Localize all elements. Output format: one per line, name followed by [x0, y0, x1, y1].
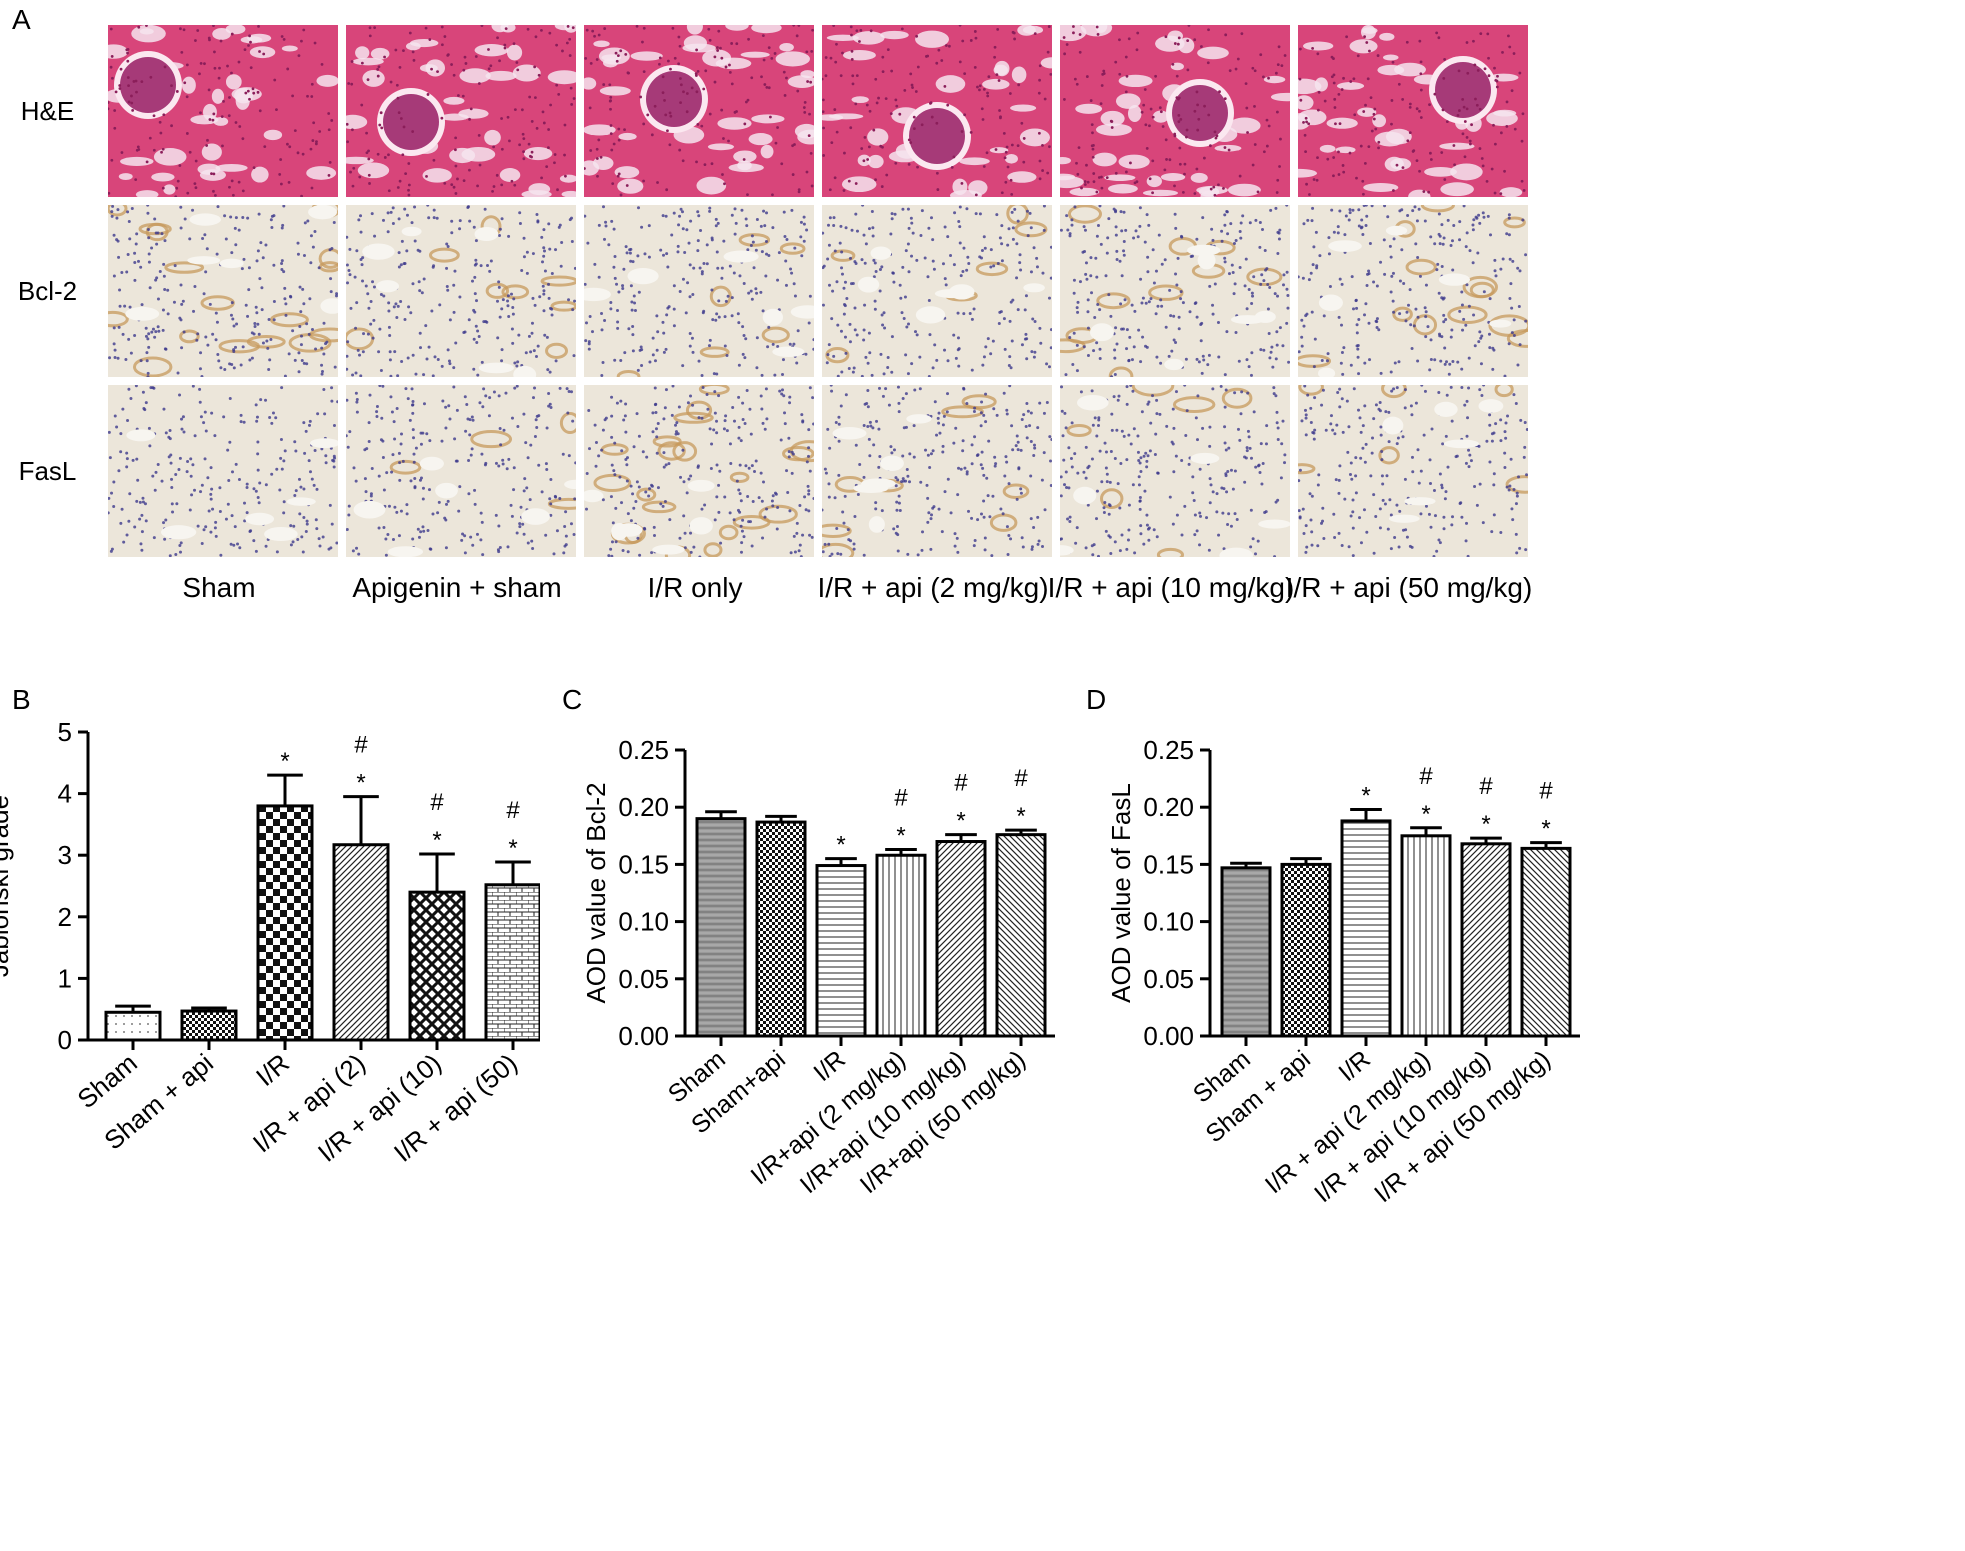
micrograph-r0-c0 — [108, 25, 338, 197]
y-tick-label: 0.25 — [1143, 735, 1194, 765]
micrograph-r2-c1 — [346, 385, 576, 557]
significance-mark: * — [432, 827, 441, 854]
micrograph-r2-c5 — [1298, 385, 1528, 557]
y-tick-label: 0.10 — [618, 907, 669, 937]
bar-0 — [104, 1010, 162, 1042]
bar-2 — [256, 804, 314, 1042]
significance-mark: * — [1541, 816, 1550, 843]
micrograph-r1-c4 — [1060, 205, 1290, 377]
bar-3 — [1400, 834, 1452, 1038]
significance-mark: # — [954, 770, 968, 797]
bar-4 — [408, 890, 466, 1042]
significance-mark: # — [506, 797, 520, 824]
micrograph-r0-c5 — [1298, 25, 1528, 197]
micrograph-r1-c5 — [1298, 205, 1528, 377]
significance-mark: # — [1539, 778, 1553, 805]
x-category-label: I/R — [1333, 1045, 1375, 1087]
significance-mark: * — [508, 835, 517, 862]
y-tick-label: 1 — [58, 963, 72, 993]
bar-4 — [935, 840, 987, 1038]
chart-c: AOD value of Bcl-20.00 0.05 0.10 0.15 0.20 0.… — [581, 735, 1055, 1199]
micrograph-r0-c3 — [822, 25, 1052, 197]
bar-4 — [1460, 842, 1512, 1038]
x-category-label: I/R — [808, 1045, 850, 1087]
y-axis-title: Jablonski grade — [0, 795, 14, 977]
panel-a-letter: A — [12, 4, 31, 35]
y-tick-label: 0.05 — [1143, 964, 1194, 994]
y-tick-label: 4 — [58, 779, 72, 809]
y-tick-label: 3 — [58, 840, 72, 870]
bar-1 — [755, 820, 807, 1038]
significance-mark: * — [896, 823, 905, 850]
significance-mark: * — [1421, 801, 1430, 828]
y-tick-label: 2 — [58, 902, 72, 932]
col-label-ir-api-2: I/R + api (2 mg/kg) — [817, 572, 1049, 603]
panel-d-letter: D — [1086, 684, 1107, 715]
micrograph-r2-c4 — [1060, 385, 1290, 557]
y-tick-label: 5 — [58, 717, 72, 747]
col-label-apigenin-sham: Apigenin + sham — [352, 572, 562, 603]
y-tick-label: 0.05 — [618, 964, 669, 994]
significance-mark: * — [356, 770, 365, 797]
bar-2 — [1340, 819, 1392, 1038]
y-tick-label: 0.00 — [1143, 1021, 1194, 1051]
bar-0 — [695, 817, 747, 1038]
bar-2 — [815, 864, 867, 1038]
bar-5 — [995, 833, 1047, 1038]
bar-1 — [1280, 862, 1332, 1038]
significance-mark: # — [1419, 763, 1433, 790]
bar-5 — [1520, 846, 1572, 1038]
col-label-ir-api-50: I/R + api (50 mg/kg) — [1285, 572, 1533, 603]
micrograph-r0-c1 — [346, 25, 576, 197]
significance-mark: # — [430, 789, 444, 816]
row-label-bcl2: Bcl-2 — [17, 276, 78, 306]
micrograph-r1-c0 — [108, 205, 338, 377]
micrograph-r0-c4 — [1060, 25, 1290, 197]
panel-b-letter: B — [12, 684, 31, 715]
micrograph-r2-c0 — [108, 385, 338, 557]
col-label-sham: Sham — [182, 572, 256, 603]
significance-mark: # — [354, 732, 368, 759]
significance-mark: * — [1016, 803, 1025, 830]
micrograph-r0-c2 — [584, 25, 814, 197]
y-tick-label: 0.20 — [1143, 792, 1194, 822]
significance-mark: * — [956, 808, 965, 835]
y-axis-title: AOD value of Bcl-2 — [581, 782, 611, 1003]
row-label-he: H&E — [20, 96, 75, 126]
y-tick-label: 0.15 — [618, 849, 669, 879]
micrograph-r1-c2 — [584, 205, 814, 377]
bar-3 — [332, 843, 390, 1042]
bar-1 — [180, 1009, 238, 1042]
col-label-ir-api-10: I/R + api (10 mg/kg) — [1047, 572, 1295, 603]
y-tick-label: 0.25 — [618, 735, 669, 765]
y-tick-label: 0.10 — [1143, 907, 1194, 937]
micrograph-r2-c2 — [584, 385, 814, 557]
col-label-ir-only: I/R only — [647, 572, 743, 603]
significance-mark: # — [1014, 765, 1028, 792]
x-category-label: I/R — [250, 1048, 295, 1092]
panel-c-letter: C — [562, 684, 583, 715]
significance-mark: * — [1361, 782, 1370, 809]
micrograph-r1-c3 — [822, 205, 1052, 377]
significance-mark: * — [836, 832, 845, 859]
y-tick-label: 0.20 — [618, 792, 669, 822]
significance-mark: # — [894, 785, 908, 812]
row-label-fasl: FasL — [18, 456, 77, 486]
bar-3 — [875, 853, 927, 1038]
bar-0 — [1220, 866, 1272, 1038]
significance-mark: * — [1481, 811, 1490, 838]
micrograph-r2-c3 — [822, 385, 1052, 557]
significance-mark: # — [1479, 773, 1493, 800]
y-tick-label: 0 — [58, 1025, 72, 1055]
y-axis-title: AOD value of FasL — [1106, 783, 1136, 1003]
micrograph-r1-c1 — [346, 205, 576, 377]
bar-5 — [484, 883, 540, 1042]
y-tick-label: 0.15 — [1143, 849, 1194, 879]
y-tick-label: 0.00 — [618, 1021, 669, 1051]
significance-mark: * — [280, 748, 289, 775]
